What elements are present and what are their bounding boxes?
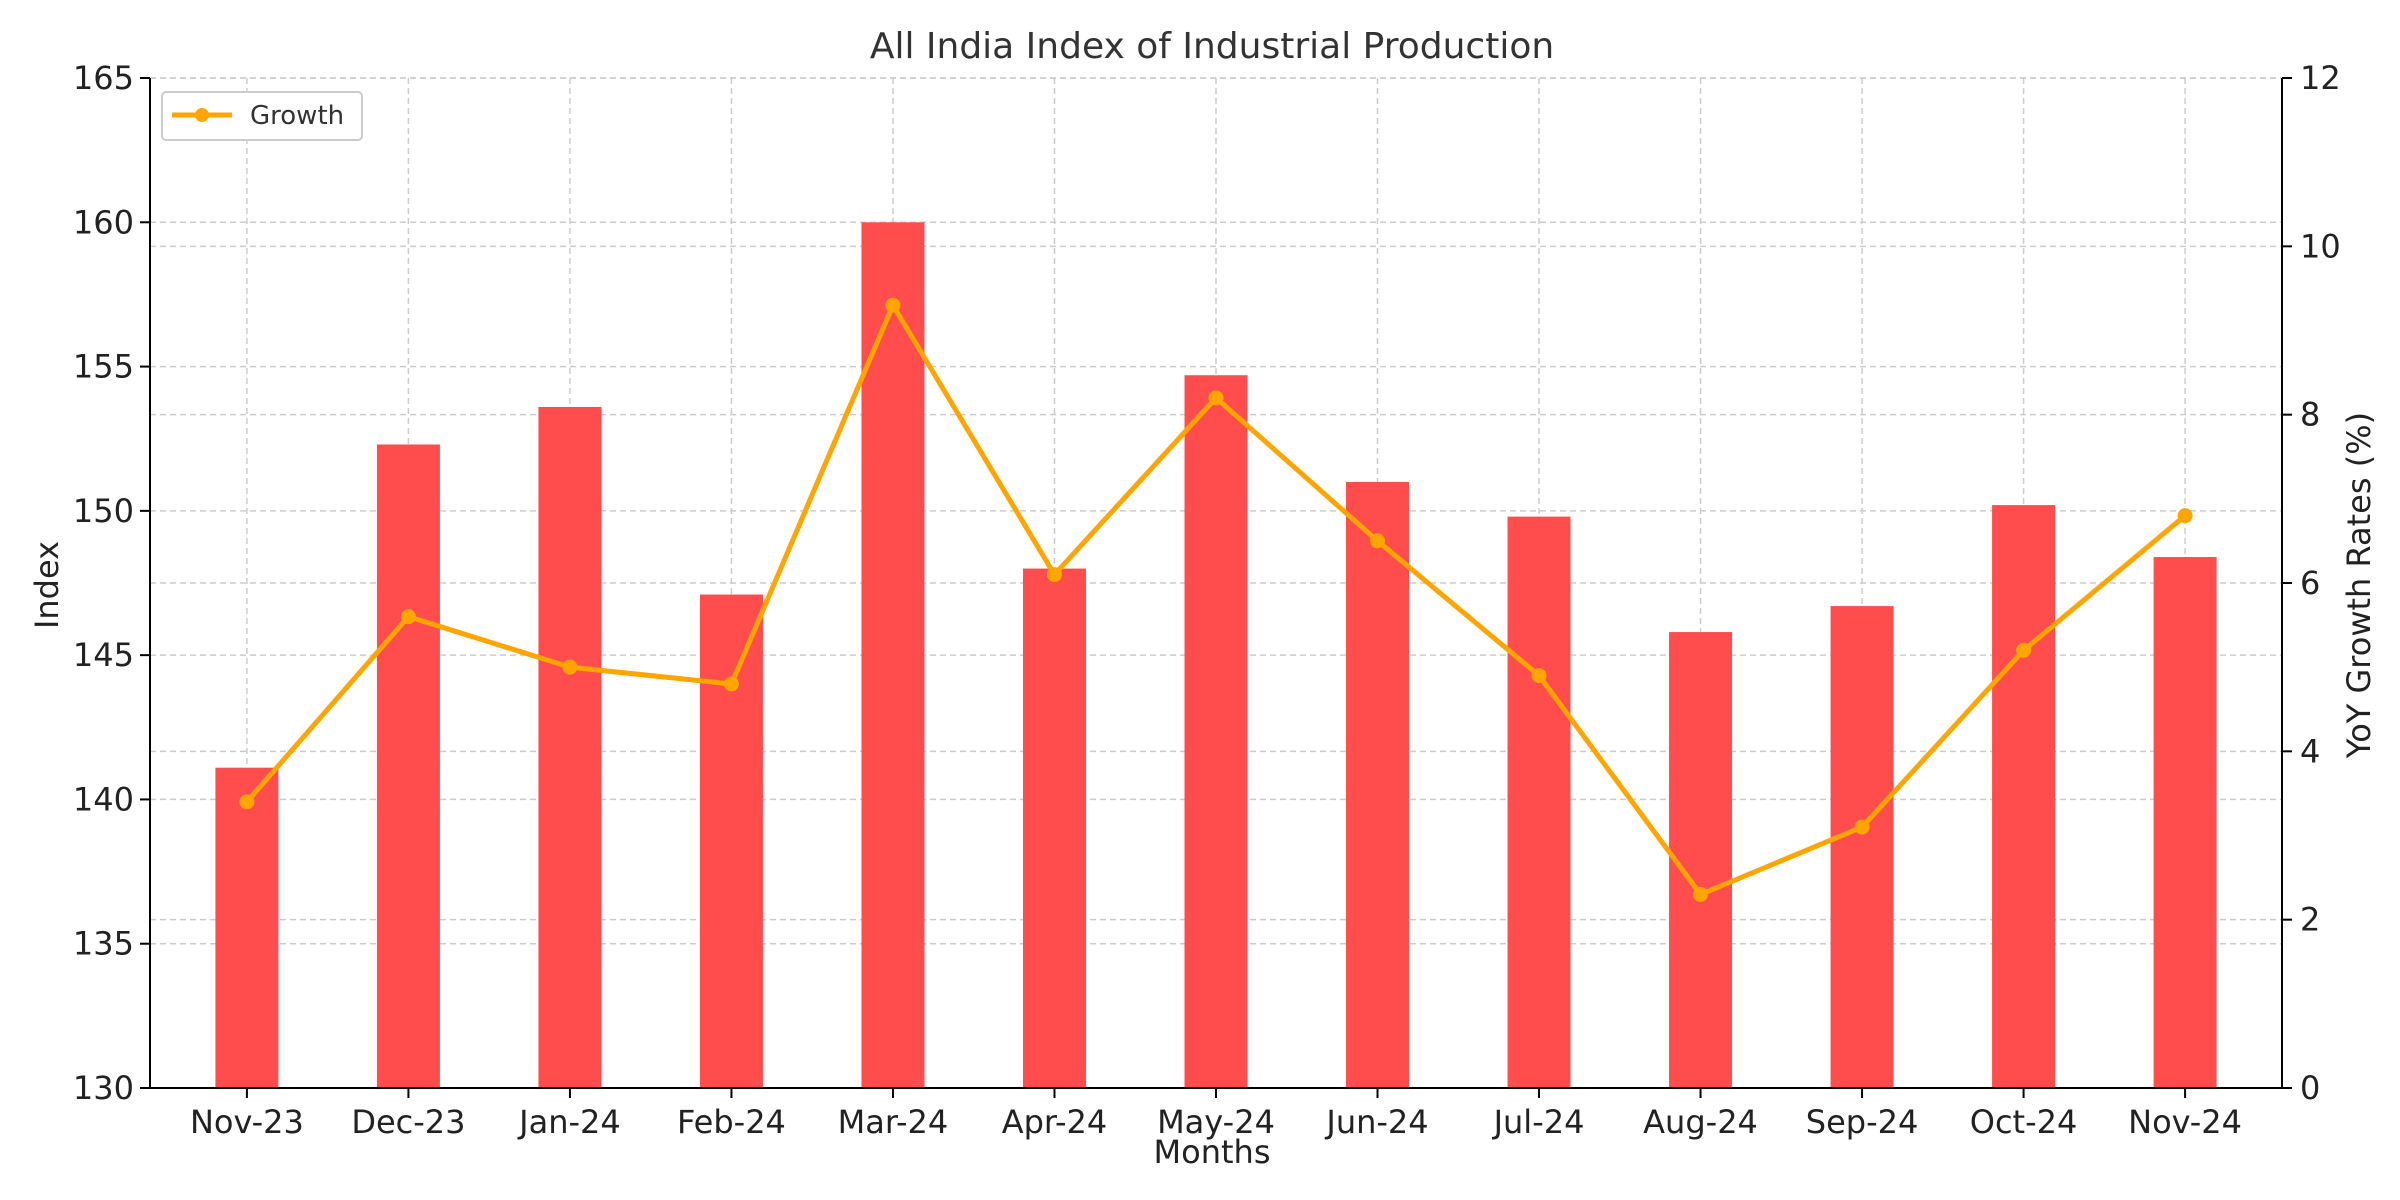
x-tick-label: Dec-23: [351, 1103, 465, 1141]
y2-tick-label: 0: [2300, 1069, 2320, 1107]
growth-point: [723, 676, 739, 692]
y-tick-label: 165: [73, 59, 134, 97]
legend-label-growth: Growth: [250, 101, 344, 131]
bar: [1507, 516, 1571, 1088]
growth-point: [1370, 533, 1386, 549]
growth-point: [400, 609, 416, 625]
bar-layer: [215, 222, 2217, 1089]
y2-axis-label: YoY Growth Rates (%): [2340, 412, 2378, 759]
bar: [861, 222, 925, 1089]
y2-tick-label: 2: [2300, 901, 2320, 939]
bar: [1830, 606, 1894, 1088]
y2-tick-label: 8: [2300, 396, 2320, 434]
y-tick-label: 150: [73, 492, 134, 530]
x-tick-label: Feb-24: [677, 1103, 786, 1141]
axis-layer: 130 135 140 145 150 155 160 165 0 2 4 6 8 10 12 Nov-23 D…: [73, 59, 2341, 1141]
bar: [1184, 375, 1248, 1088]
bar: [1346, 482, 1410, 1088]
x-tick-label: Jan-24: [517, 1103, 621, 1141]
x-tick-label: Aug-24: [1643, 1103, 1758, 1141]
growth-point: [1531, 668, 1547, 684]
growth-point: [1208, 390, 1224, 406]
y2-tick-label: 6: [2300, 564, 2320, 602]
x-tick-label: Nov-23: [190, 1103, 304, 1141]
x-tick-label: Jun-24: [1324, 1103, 1428, 1141]
bar: [376, 444, 440, 1088]
legend-marker-swatch: [195, 108, 209, 122]
bar: [538, 406, 602, 1088]
legend-box: [161, 91, 363, 141]
bar: [699, 594, 763, 1088]
y-tick-label: 140: [73, 780, 134, 818]
x-tick-label: Oct-24: [1970, 1103, 2078, 1141]
growth-point: [1693, 886, 1709, 902]
growth-point: [562, 659, 578, 675]
growth-point: [239, 794, 255, 810]
growth-point: [2016, 642, 2032, 658]
growth-point: [2177, 508, 2193, 524]
x-tick-label: Mar-24: [838, 1103, 949, 1141]
bar: [1669, 632, 1733, 1088]
x-tick-label: May-24: [1157, 1103, 1275, 1141]
legend: Growth: [161, 91, 363, 141]
chart-title: All India Index of Industrial Production: [870, 26, 1554, 67]
x-tick-label: Nov-24: [2128, 1103, 2242, 1141]
bar: [2153, 557, 2217, 1088]
y2-tick-label: 10: [2300, 227, 2341, 265]
bar: [1992, 505, 2056, 1089]
y-tick-label: 160: [73, 203, 134, 241]
y-axis-label: Index: [28, 541, 66, 629]
y-tick-label: 130: [73, 1069, 134, 1107]
x-tick-label: Apr-24: [1002, 1103, 1108, 1141]
y-tick-label: 145: [73, 636, 134, 674]
y2-tick-label: 12: [2300, 59, 2341, 97]
x-axis-label: Months: [1154, 1133, 1271, 1171]
growth-point: [885, 297, 901, 313]
bar: [215, 767, 279, 1088]
y2-tick-label: 4: [2300, 732, 2320, 770]
y-tick-label: 135: [73, 925, 134, 963]
growth-point: [1046, 567, 1062, 583]
y-tick-label: 155: [73, 348, 134, 386]
x-tick-label: Jul-24: [1492, 1103, 1585, 1141]
x-tick-label: Sep-24: [1806, 1103, 1919, 1141]
line-layer: [239, 297, 2193, 902]
bar: [1022, 568, 1086, 1088]
growth-point: [1854, 819, 1870, 835]
